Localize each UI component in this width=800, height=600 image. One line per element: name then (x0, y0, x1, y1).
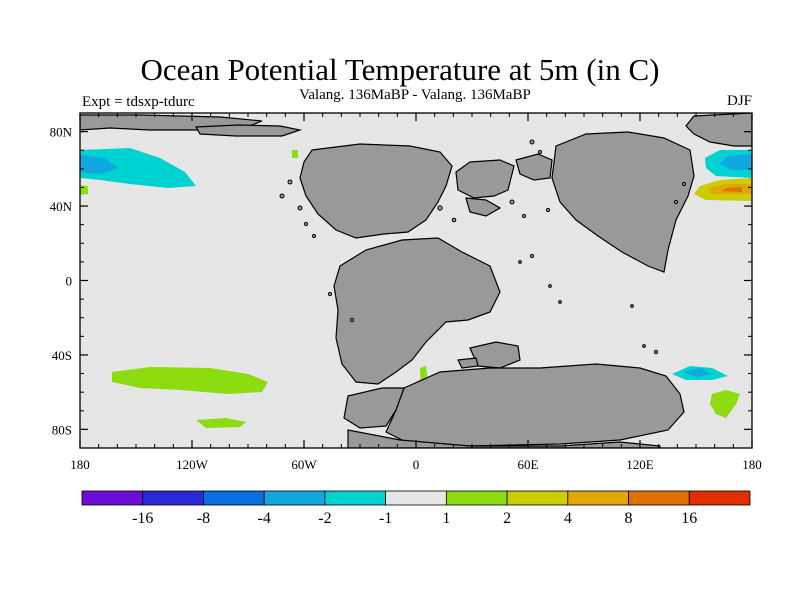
anomaly-patch-spacific-warm (112, 367, 268, 394)
colorbar-label: -8 (197, 510, 210, 527)
island (545, 207, 551, 213)
colorbar-swatch (203, 490, 265, 506)
anomaly-patch-spacific-warm-small (196, 418, 246, 428)
colorbar-label: 4 (564, 510, 572, 527)
colorbar-swatch (81, 490, 144, 506)
cool-anomaly-patches (80, 148, 752, 380)
anomaly-patch-nwpacific-warm-hot (722, 187, 742, 192)
island (297, 205, 303, 211)
island-coastlines (279, 139, 687, 355)
colorbar-swatch (263, 490, 326, 506)
island (303, 221, 309, 227)
island (681, 181, 687, 187)
land-europe-south (465, 197, 502, 217)
colorbar-swatch (142, 490, 204, 506)
colorbar-label: 8 (625, 510, 633, 527)
colorbar-label: 1 (442, 510, 450, 527)
island (548, 284, 552, 288)
colorbar-label: -2 (318, 510, 331, 527)
y-tick-label: 0 (66, 274, 73, 289)
island (349, 317, 355, 323)
colorbar-label: -1 (379, 510, 392, 527)
y-tick-label: 40S (52, 348, 72, 363)
season-label: DJF (726, 93, 752, 109)
island (509, 199, 515, 205)
warm-anomaly-patches (80, 150, 752, 428)
island (451, 217, 457, 223)
y-tick-label: 80N (50, 125, 73, 140)
anomaly-patch-npacific-cool (80, 148, 196, 188)
colorbar-label: 16 (681, 510, 697, 527)
anomaly-patch-npacific-cool-core (80, 155, 118, 174)
land-south-america-africa (333, 237, 501, 385)
land-north-america (299, 143, 453, 239)
experiment-label: Expt = tdsxp-tdurc (82, 94, 195, 110)
x-tick-label: 60E (518, 457, 539, 472)
anomaly-patch-npacific-warm (80, 185, 88, 195)
land-antarctica (385, 363, 685, 447)
island (642, 344, 646, 348)
colorbar-swatch (567, 490, 629, 506)
anomaly-patch-nwpacific-cool-core (720, 154, 752, 170)
island (279, 193, 285, 199)
colorbar-swatch (506, 490, 569, 506)
land-europe (455, 159, 515, 199)
island (287, 179, 293, 185)
map-title: Ocean Potential Temperature at 5m (in C) (140, 52, 660, 87)
island (311, 233, 317, 239)
x-tick-label: 120W (176, 457, 209, 472)
x-axis: 180 120W 60W 0 60E 120E 180 (70, 113, 762, 472)
landmasses (80, 113, 752, 448)
colorbar-label: -4 (258, 510, 271, 527)
y-axis: 80N 40N 0 40S 80S (50, 112, 752, 449)
island (327, 291, 333, 297)
island (558, 300, 562, 304)
anomaly-patch-southern-warm (710, 390, 740, 418)
colorbar-swatch (324, 490, 387, 506)
land-small-southern (457, 357, 479, 369)
x-tick-label: 180 (742, 457, 762, 472)
colorbar-swatch (628, 490, 690, 506)
colorbar-label: -16 (132, 510, 153, 527)
y-tick-label: 80S (52, 422, 72, 437)
colorbar-label: 2 (503, 510, 511, 527)
island (673, 199, 679, 205)
island (537, 149, 543, 155)
colorbar-swatch (445, 490, 508, 506)
colorbar-swatch (688, 490, 751, 506)
x-tick-label: 180 (70, 457, 90, 472)
map-subtitle: Valang. 136MaBP - Valang. 136MaBP (299, 87, 531, 103)
land-antarctic-peninsula (343, 387, 405, 429)
island (529, 253, 535, 259)
land-arctic-ne (685, 113, 752, 147)
island (529, 139, 535, 145)
island (437, 205, 443, 211)
x-tick-label: 120E (626, 457, 654, 472)
island (518, 260, 522, 264)
island (653, 349, 659, 355)
x-tick-label: 60W (291, 457, 317, 472)
land-asia-west (515, 153, 553, 181)
anomaly-patch-southern-cool-core (684, 368, 712, 377)
colorbar: -16 -8 -4 -2 -1 1 2 4 8 16 (81, 490, 751, 527)
land-arctic-nw (194, 124, 303, 137)
x-tick-label: 0 (413, 457, 420, 472)
anomaly-patch-arctic-warm (292, 150, 298, 158)
y-tick-label: 40N (50, 199, 73, 214)
colorbar-swatch (385, 490, 447, 506)
land-asia (551, 131, 695, 273)
island (630, 304, 634, 308)
land-antarctic-floor (347, 429, 661, 448)
island (521, 213, 527, 219)
